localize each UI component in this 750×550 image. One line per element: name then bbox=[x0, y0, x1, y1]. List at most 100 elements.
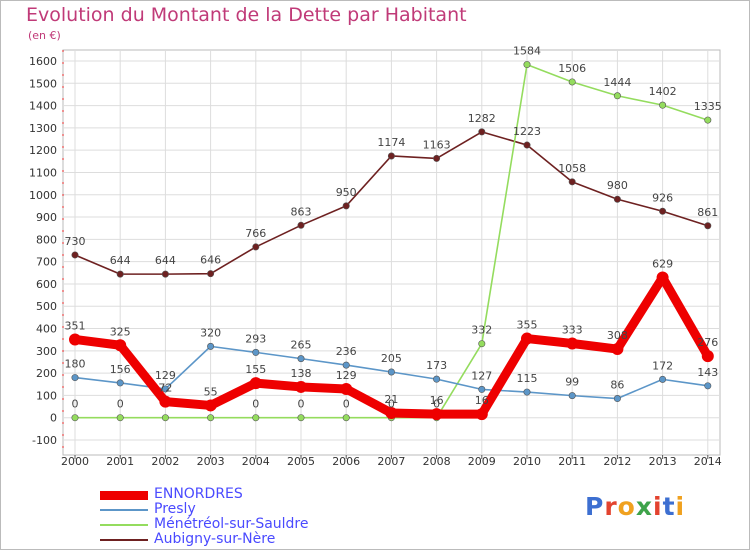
data-point bbox=[523, 61, 531, 69]
data-point bbox=[385, 407, 398, 420]
data-point bbox=[701, 350, 714, 363]
data-label: 0 bbox=[388, 398, 395, 411]
data-point bbox=[342, 361, 350, 369]
data-label: 0 bbox=[117, 398, 124, 411]
data-label: 0 bbox=[72, 398, 79, 411]
data-point bbox=[249, 377, 262, 390]
data-label: 115 bbox=[517, 372, 538, 385]
data-label: 99 bbox=[565, 376, 579, 389]
data-point bbox=[704, 116, 712, 124]
data-point bbox=[387, 368, 395, 376]
x-tick-label: 2012 bbox=[603, 455, 631, 468]
data-point bbox=[611, 343, 624, 356]
y-tick-label: 1300 bbox=[29, 122, 57, 135]
data-labels: 730 644 644 646 766 863 950 1174 1163 1282 1223 105… bbox=[65, 45, 722, 411]
x-tick-label: 2010 bbox=[513, 455, 541, 468]
data-point bbox=[252, 348, 260, 356]
y-tick-label: 1000 bbox=[29, 189, 57, 202]
data-point bbox=[116, 379, 124, 387]
data-point bbox=[566, 337, 579, 350]
legend-swatch bbox=[100, 509, 148, 511]
data-label: 861 bbox=[697, 206, 718, 219]
data-point bbox=[430, 408, 443, 421]
data-label: 351 bbox=[65, 319, 86, 332]
data-label: 629 bbox=[652, 257, 673, 270]
data-point bbox=[342, 202, 350, 210]
series-lines bbox=[69, 61, 714, 422]
data-point bbox=[161, 270, 169, 278]
data-point bbox=[523, 388, 531, 396]
data-label: 1444 bbox=[603, 76, 631, 89]
legend-label: Ménétréol-sur-Sauldre bbox=[154, 516, 309, 532]
legend-label: ENNORDRES bbox=[154, 486, 243, 502]
data-label: 320 bbox=[200, 326, 221, 339]
y-tick-label: 1200 bbox=[29, 144, 57, 157]
x-tick-label: 2013 bbox=[649, 455, 677, 468]
data-point bbox=[387, 152, 395, 160]
data-point bbox=[71, 414, 79, 422]
legend-swatch bbox=[100, 490, 148, 500]
data-label: 236 bbox=[336, 345, 357, 358]
data-point bbox=[71, 251, 79, 259]
chart-title: Evolution du Montant de la Dette par Hab… bbox=[26, 4, 467, 26]
data-point bbox=[207, 414, 215, 422]
data-point bbox=[161, 414, 169, 422]
proxiti-logo: Proxiti bbox=[585, 492, 686, 521]
x-tick-label: 2002 bbox=[151, 455, 179, 468]
data-label: 333 bbox=[562, 323, 583, 336]
data-point bbox=[659, 375, 667, 383]
x-tick-label: 2001 bbox=[106, 455, 134, 468]
y-tick-label: 200 bbox=[36, 367, 57, 380]
data-label: 143 bbox=[697, 366, 718, 379]
data-point bbox=[204, 399, 217, 412]
data-point bbox=[433, 375, 441, 383]
data-label: 863 bbox=[291, 205, 312, 218]
y-tick-label: 700 bbox=[36, 256, 57, 269]
legend-label: Presly bbox=[154, 501, 196, 517]
data-label: 646 bbox=[200, 254, 221, 267]
data-point bbox=[613, 195, 621, 203]
chart-subtitle: (en €) bbox=[28, 29, 61, 42]
data-label: 1058 bbox=[558, 162, 586, 175]
data-point bbox=[568, 178, 576, 186]
data-point bbox=[297, 414, 305, 422]
data-label: 138 bbox=[291, 367, 312, 380]
y-tick-label: 400 bbox=[36, 323, 57, 336]
data-label: 293 bbox=[245, 332, 266, 345]
data-point bbox=[297, 355, 305, 363]
x-tick-label: 2008 bbox=[423, 455, 451, 468]
data-label: 950 bbox=[336, 186, 357, 199]
data-point bbox=[116, 270, 124, 278]
data-point bbox=[478, 340, 486, 348]
data-point bbox=[433, 154, 441, 162]
y-tick-label: 800 bbox=[36, 233, 57, 246]
data-label: 276 bbox=[697, 336, 718, 349]
data-point bbox=[475, 408, 488, 421]
data-label: 205 bbox=[381, 352, 402, 365]
data-label: 55 bbox=[204, 385, 218, 398]
data-point bbox=[659, 207, 667, 215]
data-label: 127 bbox=[471, 369, 492, 382]
y-tick-label: 1400 bbox=[29, 100, 57, 113]
data-point bbox=[568, 78, 576, 86]
data-point bbox=[704, 382, 712, 390]
data-point bbox=[207, 270, 215, 278]
data-point bbox=[252, 414, 260, 422]
data-point bbox=[297, 221, 305, 229]
data-point bbox=[613, 395, 621, 403]
legend-swatch bbox=[100, 524, 148, 526]
data-label: 1402 bbox=[649, 85, 677, 98]
data-point bbox=[342, 414, 350, 422]
y-tick-label: -100 bbox=[32, 434, 57, 447]
data-point bbox=[161, 385, 169, 393]
data-label: 180 bbox=[65, 358, 86, 371]
data-point bbox=[295, 380, 307, 393]
data-label: 72 bbox=[158, 382, 172, 395]
data-point bbox=[69, 333, 81, 346]
y-tick-label: 0 bbox=[50, 412, 57, 425]
legend-swatch bbox=[100, 539, 148, 541]
y-tick-label: 1100 bbox=[29, 166, 57, 179]
data-label: 16 bbox=[475, 394, 489, 407]
data-label: 265 bbox=[291, 339, 312, 352]
